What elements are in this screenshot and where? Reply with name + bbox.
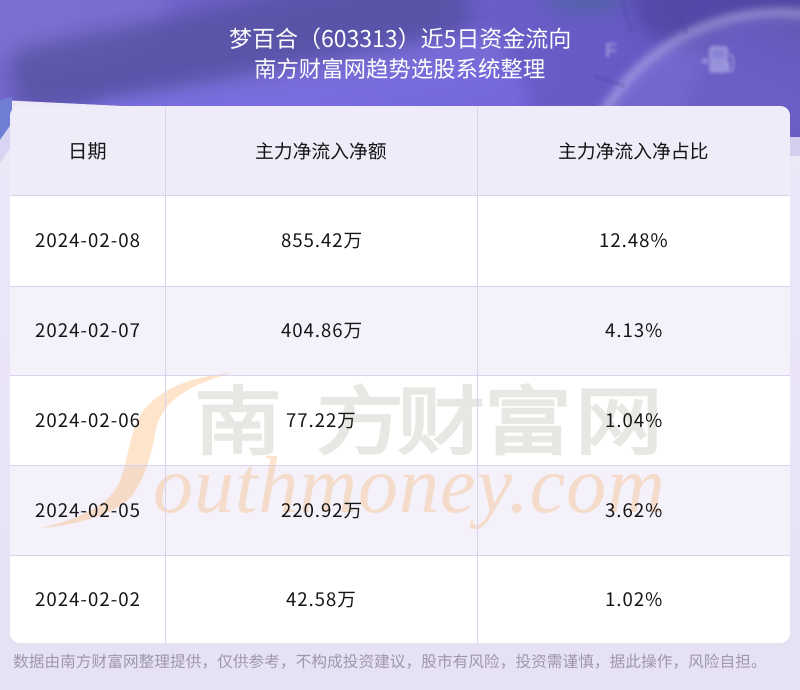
svg-text:F: F (605, 40, 617, 62)
